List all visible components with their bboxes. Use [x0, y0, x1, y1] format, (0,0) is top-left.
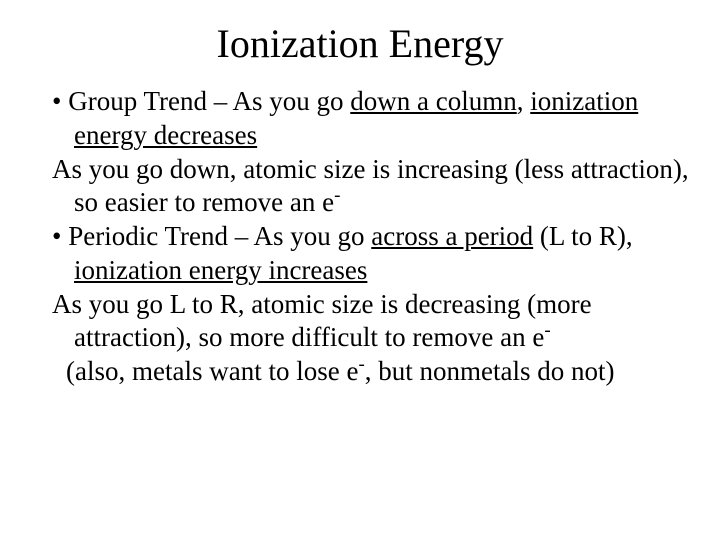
underline-down-column: down a column: [350, 86, 516, 116]
superscript-minus: -: [334, 185, 340, 206]
bullet-group-trend: Group Trend – As you go down a column, i…: [30, 85, 690, 153]
text-segment: As you go L to R, atomic size is decreas…: [52, 289, 592, 353]
text-segment: , but nonmetals do not): [365, 356, 615, 386]
underline-across-period: across a period: [371, 221, 533, 251]
text-segment: ,: [517, 86, 531, 116]
underline-ie-increases: ionization energy increases: [74, 255, 367, 285]
text-segment: Group Trend – As you go: [68, 86, 350, 116]
slide-body: Group Trend – As you go down a column, i…: [30, 85, 690, 389]
explain-periodic-trend: As you go L to R, atomic size is decreas…: [30, 288, 690, 356]
superscript-minus: -: [544, 320, 550, 341]
bullet-periodic-trend: Periodic Trend – As you go across a peri…: [30, 220, 690, 288]
text-segment: (L to R),: [533, 221, 632, 251]
slide: Ionization Energy Group Trend – As you g…: [0, 0, 720, 540]
text-segment: Periodic Trend – As you go: [68, 221, 371, 251]
explain-group-trend: As you go down, atomic size is increasin…: [30, 153, 690, 221]
text-segment: As you go down, atomic size is increasin…: [52, 154, 689, 218]
paren-metals-note: (also, metals want to lose e-, but nonme…: [30, 355, 690, 389]
slide-title: Ionization Energy: [30, 20, 690, 67]
text-segment: (also, metals want to lose e: [66, 356, 358, 386]
